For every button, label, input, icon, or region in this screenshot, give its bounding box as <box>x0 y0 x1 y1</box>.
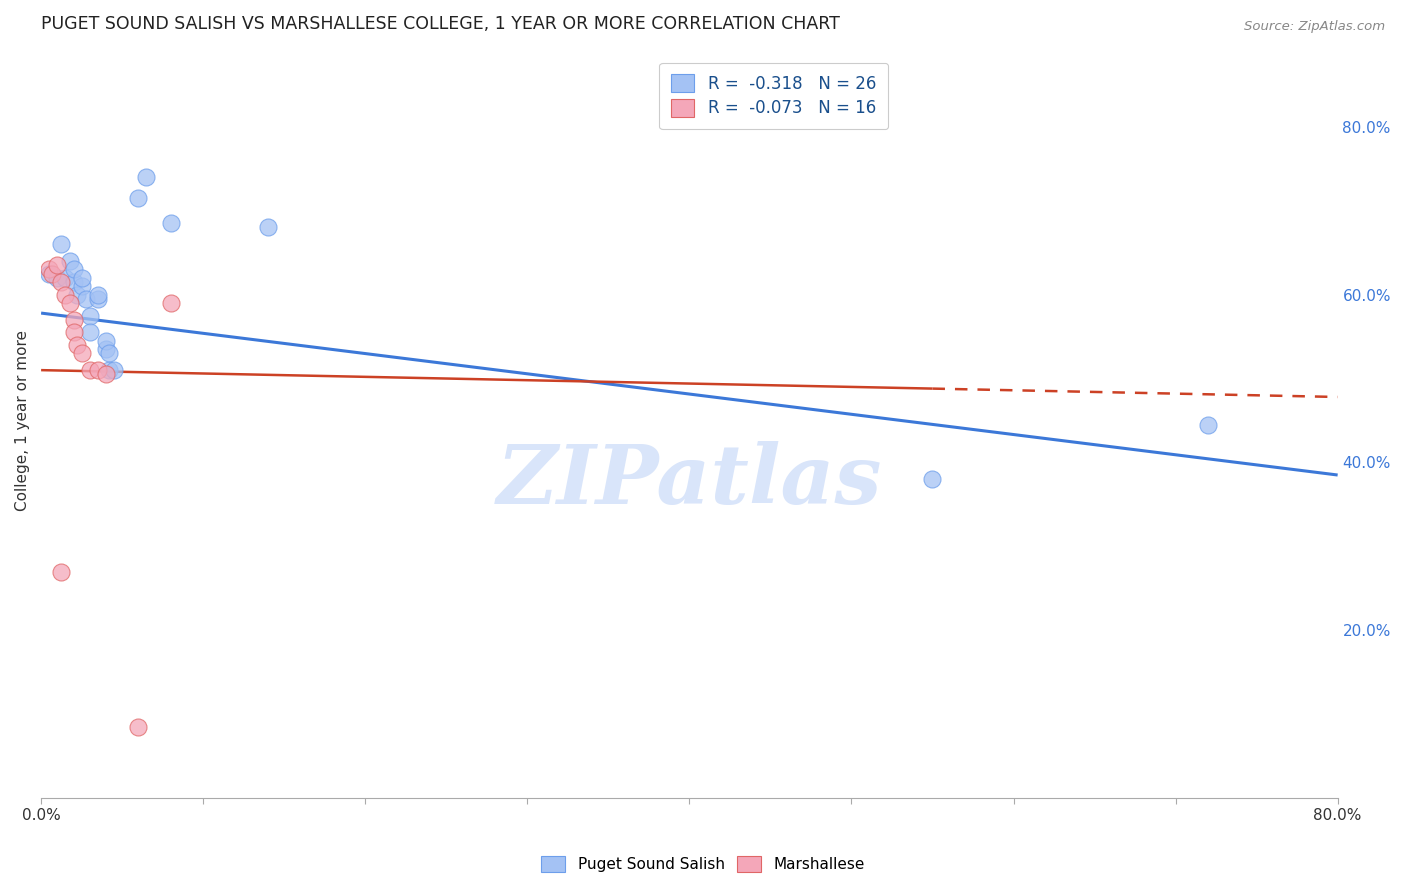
Point <box>87 287 110 301</box>
Point <box>94 334 117 348</box>
Point <box>38 262 60 277</box>
Point <box>49 275 72 289</box>
Point <box>46 270 69 285</box>
Point <box>159 296 181 310</box>
Point <box>38 267 60 281</box>
Point <box>87 363 110 377</box>
Text: ZIPatlas: ZIPatlas <box>496 441 882 521</box>
Point <box>41 267 63 281</box>
Point <box>98 346 121 360</box>
Legend: Puget Sound Salish, Marshallese: Puget Sound Salish, Marshallese <box>533 848 873 880</box>
Point <box>127 720 149 734</box>
Point <box>1197 417 1219 432</box>
Point <box>70 346 93 360</box>
Legend: R =  -0.318   N = 26, R =  -0.073   N = 16: R = -0.318 N = 26, R = -0.073 N = 16 <box>659 62 887 129</box>
Point <box>76 292 98 306</box>
Point <box>921 472 943 486</box>
Point <box>103 363 125 377</box>
Point <box>87 292 110 306</box>
Point <box>257 220 280 235</box>
Point <box>70 270 93 285</box>
Point <box>159 216 181 230</box>
Point <box>49 565 72 579</box>
Text: Source: ZipAtlas.com: Source: ZipAtlas.com <box>1244 20 1385 33</box>
Point <box>66 287 89 301</box>
Point <box>70 279 93 293</box>
Point <box>66 338 89 352</box>
Point <box>94 342 117 356</box>
Point <box>49 237 72 252</box>
Point <box>62 262 84 277</box>
Y-axis label: College, 1 year or more: College, 1 year or more <box>15 330 30 511</box>
Point <box>94 368 117 382</box>
Point <box>55 287 77 301</box>
Point <box>46 258 69 272</box>
Point <box>135 170 157 185</box>
Text: PUGET SOUND SALISH VS MARSHALLESE COLLEGE, 1 YEAR OR MORE CORRELATION CHART: PUGET SOUND SALISH VS MARSHALLESE COLLEG… <box>41 15 839 33</box>
Point <box>79 309 101 323</box>
Point <box>59 296 82 310</box>
Point <box>127 191 149 205</box>
Point <box>55 270 77 285</box>
Point <box>79 363 101 377</box>
Point <box>62 313 84 327</box>
Point <box>79 326 101 340</box>
Point <box>59 254 82 268</box>
Point <box>62 275 84 289</box>
Point <box>62 326 84 340</box>
Point <box>98 363 121 377</box>
